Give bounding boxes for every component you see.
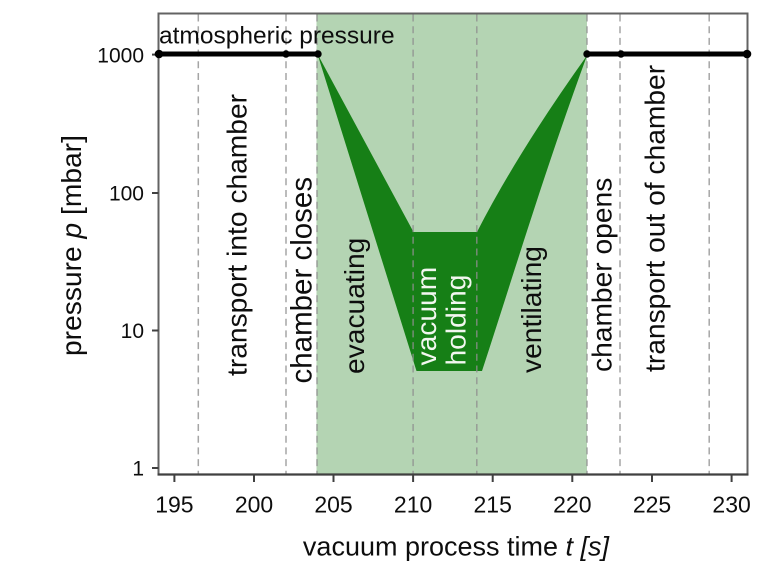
svg-text:225: 225 bbox=[633, 492, 671, 518]
svg-text:transport out of chamber: transport out of chamber bbox=[639, 65, 671, 372]
svg-text:215: 215 bbox=[474, 492, 512, 518]
svg-text:atmospheric pressure: atmospheric pressure bbox=[159, 23, 395, 50]
svg-text:230: 230 bbox=[712, 492, 750, 518]
svg-text:vacuum: vacuum bbox=[410, 267, 442, 366]
svg-text:1: 1 bbox=[132, 458, 144, 481]
svg-text:1000: 1000 bbox=[97, 45, 144, 68]
svg-text:205: 205 bbox=[314, 492, 352, 518]
svg-text:transport into chamber: transport into chamber bbox=[221, 94, 253, 376]
svg-text:195: 195 bbox=[155, 492, 193, 518]
svg-text:220: 220 bbox=[553, 492, 591, 518]
svg-text:100: 100 bbox=[109, 183, 144, 206]
svg-text:chamber closes: chamber closes bbox=[286, 177, 319, 384]
svg-text:evacuating: evacuating bbox=[338, 238, 370, 374]
svg-text:210: 210 bbox=[394, 492, 432, 518]
svg-text:holding: holding bbox=[440, 275, 472, 366]
svg-text:10: 10 bbox=[121, 320, 144, 343]
svg-text:200: 200 bbox=[235, 492, 273, 518]
svg-text:pressure p [mbar]: pressure p [mbar] bbox=[55, 135, 87, 356]
svg-text:chamber opens: chamber opens bbox=[586, 178, 618, 372]
svg-text:vacuum process time t [s]: vacuum process time t [s] bbox=[303, 532, 611, 562]
svg-text:ventilating: ventilating bbox=[515, 246, 547, 373]
